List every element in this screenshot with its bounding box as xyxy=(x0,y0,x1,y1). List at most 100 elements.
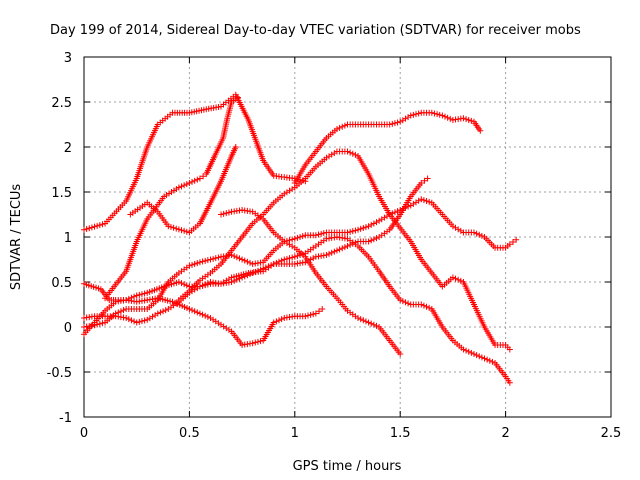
data-point xyxy=(239,256,246,263)
chart-title: Day 199 of 2014, Sidereal Day-to-day VTE… xyxy=(50,23,581,38)
data-point xyxy=(91,322,98,329)
y-tick-label: 0 xyxy=(64,321,72,336)
data-point xyxy=(88,224,95,231)
data-point xyxy=(125,295,132,302)
data-point xyxy=(202,312,209,319)
data-point xyxy=(328,249,335,256)
data-point xyxy=(373,322,380,329)
data-point xyxy=(138,291,145,298)
data-point xyxy=(355,315,362,321)
data-marks xyxy=(81,91,520,386)
data-point xyxy=(413,199,420,206)
data-point xyxy=(349,150,356,157)
data-point xyxy=(402,115,409,122)
data-point xyxy=(476,231,483,238)
data-point xyxy=(339,123,346,130)
data-point xyxy=(136,291,143,298)
data-point xyxy=(199,258,206,265)
data-point xyxy=(328,151,335,158)
data-point xyxy=(167,223,174,230)
data-point xyxy=(223,210,230,217)
data-point xyxy=(291,235,298,242)
data-point xyxy=(449,274,456,281)
data-point xyxy=(302,259,309,266)
data-point xyxy=(212,255,219,262)
data-point xyxy=(452,275,459,282)
series-arc-1 xyxy=(81,91,309,233)
axis-ticks: 0 0.5 1 1.5 2 2.5 -1 -0.5 0 0.5 1 1.5 2 2.5 3 xyxy=(47,51,622,441)
data-point xyxy=(254,267,261,274)
y-tick-label: 1.5 xyxy=(51,186,72,201)
data-point xyxy=(275,317,282,324)
data-point xyxy=(347,241,354,248)
data-point xyxy=(463,347,470,354)
data-point xyxy=(513,236,520,243)
y-axis-label: SDTVAR / TECUs xyxy=(9,184,24,291)
data-point xyxy=(386,121,393,128)
data-point xyxy=(336,246,343,253)
data-point xyxy=(418,196,425,203)
data-point xyxy=(239,274,246,281)
data-point xyxy=(470,229,477,236)
data-point xyxy=(249,270,256,276)
data-point xyxy=(352,227,359,234)
data-point xyxy=(360,317,367,324)
series-arc-9 xyxy=(175,148,513,353)
data-point xyxy=(347,149,354,156)
data-point xyxy=(257,338,264,345)
data-point xyxy=(131,318,138,325)
data-point xyxy=(410,200,417,207)
data-point xyxy=(341,122,348,129)
data-point xyxy=(178,280,185,287)
x-axis-label: GPS time / hours xyxy=(293,459,402,474)
series-arc-2 xyxy=(102,94,241,302)
data-point xyxy=(344,148,351,155)
data-point xyxy=(94,222,101,229)
data-point xyxy=(270,319,277,326)
data-point xyxy=(191,177,198,184)
data-point xyxy=(344,229,351,236)
data-point xyxy=(199,311,206,318)
data-point xyxy=(202,257,209,264)
data-point xyxy=(273,318,280,325)
x-tick-label: 1 xyxy=(291,426,299,441)
data-point xyxy=(289,236,296,243)
data-point xyxy=(228,279,235,285)
data-point xyxy=(154,310,161,317)
data-point xyxy=(297,234,304,240)
data-point xyxy=(123,297,130,303)
data-point xyxy=(81,226,87,233)
data-point xyxy=(312,232,319,239)
data-point xyxy=(86,225,93,232)
data-point xyxy=(407,112,414,119)
data-point xyxy=(362,224,369,231)
data-point xyxy=(434,111,441,118)
data-point xyxy=(444,114,451,121)
data-point xyxy=(468,117,475,124)
series-arc-8 xyxy=(218,207,404,357)
data-point xyxy=(289,243,296,250)
data-point xyxy=(181,227,188,234)
data-point xyxy=(170,224,177,231)
data-point xyxy=(365,319,372,326)
data-point xyxy=(333,126,340,132)
data-point xyxy=(247,259,254,266)
data-point xyxy=(160,308,167,315)
data-point xyxy=(362,318,369,325)
data-point xyxy=(265,263,272,270)
data-point xyxy=(215,254,222,261)
data-point xyxy=(173,225,180,232)
data-point xyxy=(397,351,404,357)
data-point xyxy=(473,230,480,237)
data-point xyxy=(391,120,398,127)
data-point xyxy=(457,227,464,234)
data-point xyxy=(196,283,203,290)
data-point xyxy=(476,353,483,360)
data-point xyxy=(360,225,367,231)
data-point xyxy=(410,111,417,118)
data-point xyxy=(423,303,430,310)
data-point xyxy=(123,315,130,321)
plot-frame xyxy=(83,56,612,418)
data-point xyxy=(368,221,375,228)
